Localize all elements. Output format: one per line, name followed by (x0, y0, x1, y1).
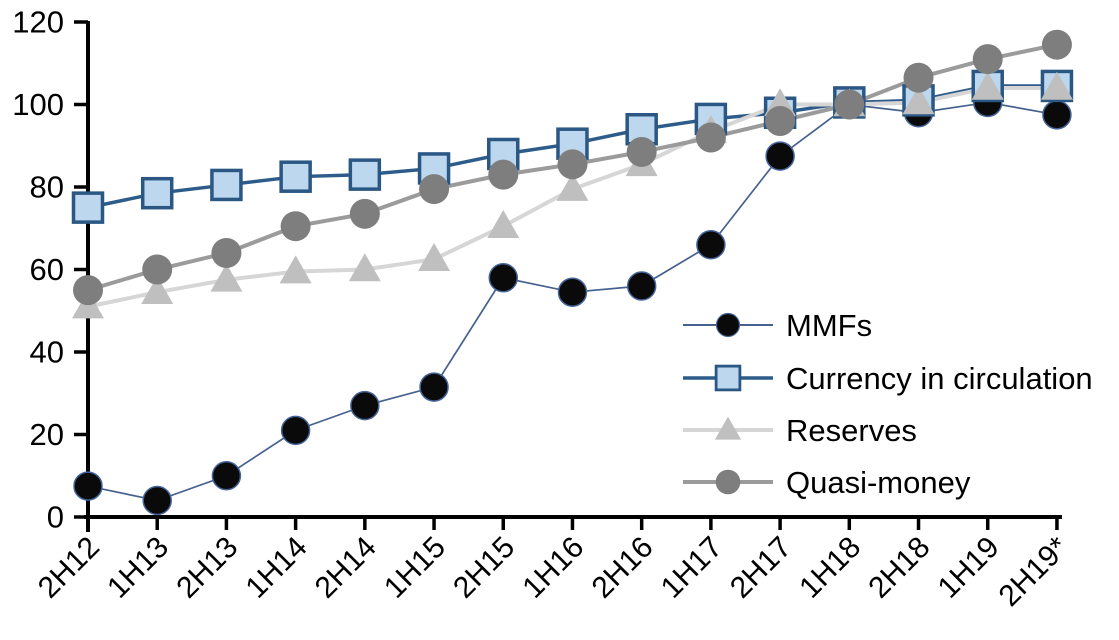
series-quasi-money-marker (765, 106, 796, 136)
legend-quasi-money-marker-icon (715, 469, 741, 495)
legend-reserves-marker-icon (714, 416, 742, 440)
series-reserves-marker (487, 209, 520, 238)
y-tick-label: 80 (30, 170, 64, 205)
legend-reserves-label: Reserves (786, 413, 917, 448)
series-mmfs-marker (1042, 100, 1072, 130)
series-quasi-money-marker (1041, 29, 1072, 60)
x-tick-label: 1H13 (101, 531, 175, 605)
series-reserves-marker (1040, 71, 1073, 100)
x-tick-label: 2H15 (447, 531, 521, 605)
series-mmfs-marker (626, 271, 657, 301)
series-quasi-money-marker (142, 254, 173, 285)
y-tick-label: 100 (12, 87, 64, 122)
series-currency-in-circulation-marker (348, 158, 382, 191)
series-quasi-money-marker (211, 238, 242, 268)
series-quasi-money-marker (349, 198, 380, 229)
x-tick-label: 1H19 (932, 531, 1006, 605)
series-mmfs-marker (211, 461, 242, 491)
series-mmfs-marker (419, 372, 449, 402)
x-tick-label: 1H14 (240, 531, 314, 605)
legend-currency-in-circulation-marker-icon (714, 364, 742, 392)
series-quasi-money-marker (626, 136, 657, 167)
x-tick-label: 2H12 (32, 531, 106, 605)
legend-quasi-money-label: Quasi-money (786, 465, 971, 500)
x-tick-label: 2H14 (309, 531, 383, 605)
y-tick-label: 20 (30, 417, 64, 452)
series-mmfs-marker (142, 485, 172, 516)
x-tick-label: 2H13 (170, 531, 244, 605)
series-currency-in-circulation-marker (210, 168, 243, 202)
series-mmfs-marker (350, 390, 380, 421)
series-quasi-money-marker (695, 122, 726, 153)
y-tick-label: 60 (30, 252, 64, 287)
series-mmfs-marker (280, 415, 311, 446)
x-tick-label: 2H16 (586, 531, 660, 605)
series-quasi-money-marker (903, 62, 934, 93)
series-mmfs-marker (557, 277, 588, 307)
series-reserves-marker (348, 253, 381, 282)
series-mmfs-marker (488, 263, 519, 293)
x-tick-label: 2H18 (862, 531, 936, 605)
series-quasi-money-marker (280, 211, 311, 242)
series-quasi-money-marker (557, 149, 588, 180)
series-quasi-money-marker (972, 44, 1003, 75)
series-reserves-marker (418, 242, 451, 271)
series-currency-in-circulation-marker (140, 176, 174, 210)
series-reserves-marker (902, 86, 935, 115)
series-currency-in-circulation-marker (71, 191, 105, 224)
legend-mmfs-marker-icon (715, 312, 741, 338)
x-tick-label: 1H17 (655, 531, 729, 605)
legend-mmfs-label: MMFs (786, 308, 872, 343)
x-tick-label: 1H18 (793, 531, 867, 605)
series-quasi-money-marker (419, 174, 450, 205)
series-mmfs-marker (696, 230, 726, 260)
x-tick-label: 2H19* (993, 530, 1076, 613)
x-tick-label: 1H16 (516, 531, 590, 605)
y-tick-label: 120 (12, 5, 64, 40)
series-quasi-money-marker (488, 159, 519, 190)
y-tick-label: 0 (47, 500, 64, 535)
legend-currency-in-circulation-label: Currency in circulation (786, 361, 1093, 396)
series-quasi-money-marker (834, 89, 865, 120)
series-reserves-marker (556, 172, 589, 201)
series-reserves-marker (141, 275, 174, 304)
x-tick-label: 1H15 (378, 531, 452, 605)
series-reserves-marker (279, 255, 312, 284)
series-mmfs-marker (765, 141, 795, 171)
y-tick-label: 40 (30, 335, 64, 370)
series-currency-in-circulation-marker (279, 160, 312, 193)
series-reserves-marker (210, 263, 243, 292)
series-quasi-money-marker (73, 275, 103, 306)
series-mmfs-marker (73, 471, 103, 501)
series-reserves-marker (971, 71, 1004, 100)
x-tick-label: 2H17 (724, 531, 798, 605)
